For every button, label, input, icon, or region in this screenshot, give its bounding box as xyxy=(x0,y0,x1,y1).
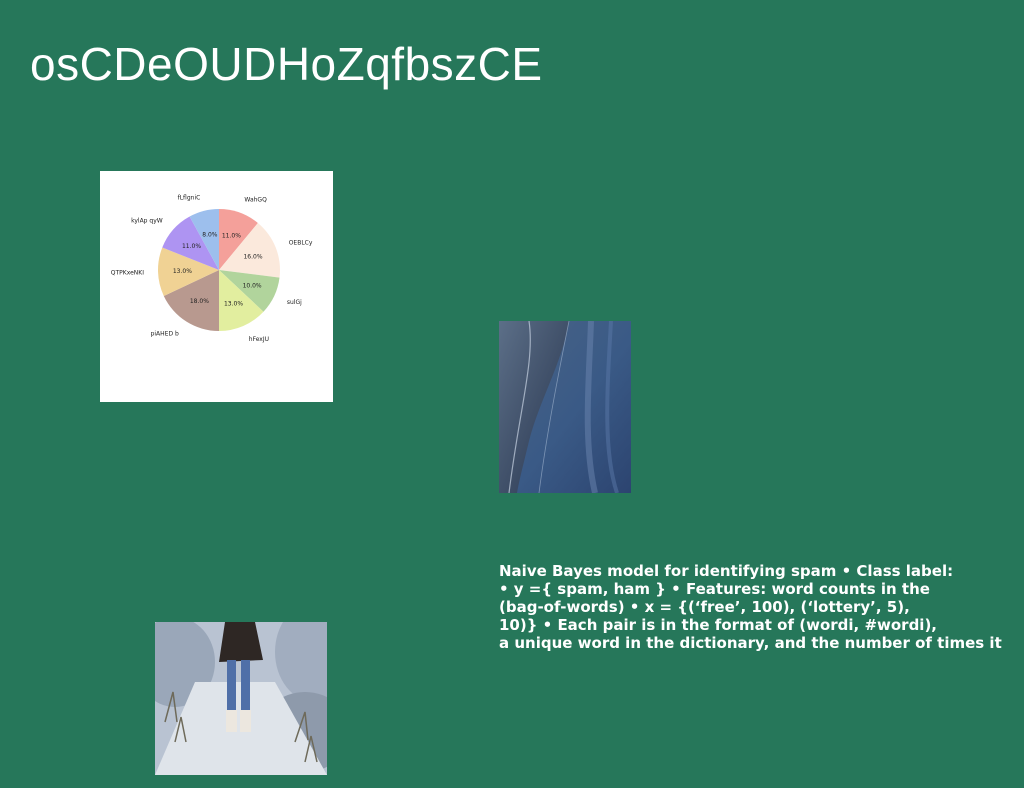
pie-category-label: hFexJU xyxy=(249,336,269,343)
pie-slice-percent-label: 13.0% xyxy=(224,301,243,308)
pie-slice-percent-label: 16.0% xyxy=(243,254,262,261)
pie-slice xyxy=(219,209,258,270)
pie-slice-percent-label: 18.0% xyxy=(190,298,209,305)
pie-category-label: sulGj xyxy=(287,299,302,306)
note-line: 10)} • Each pair is in the format of (wo… xyxy=(499,616,938,634)
person-on-path-photo xyxy=(155,622,327,775)
ocean-aerial-photo xyxy=(499,321,631,493)
naive-bayes-text: Naive Bayes model for identifying spam •… xyxy=(499,562,1024,652)
pie-slice-percent-label: 13.0% xyxy=(173,268,192,275)
pie-slice xyxy=(219,270,264,331)
note-line: a unique word in the dictionary, and the… xyxy=(499,634,1002,652)
pie-slice xyxy=(163,270,219,331)
pie-slice xyxy=(162,216,219,270)
pie-chart-svg: 11.0% WahGQ 16.0% OEBLCy 10.0% sulGj 13.0% hFex… xyxy=(111,194,313,343)
slide-title: osCDeOUDHoZqfbszCE xyxy=(30,38,543,90)
pie-slice xyxy=(219,223,281,278)
pie-slice xyxy=(219,270,280,312)
pie-slice xyxy=(189,209,219,270)
note-line: • y ={ spam, ham } • Features: word coun… xyxy=(499,580,930,598)
pie-category-label: fLflgniC xyxy=(178,194,201,201)
note-line: (bag-of-words) • x = {(‘free’, 100), (‘l… xyxy=(499,598,910,616)
pie-slice-percent-label: 11.0% xyxy=(182,243,201,250)
pie-slice-percent-label: 10.0% xyxy=(243,283,262,290)
pie-category-label: WahGQ xyxy=(244,196,267,203)
pie-category-label: piAHED b xyxy=(151,330,179,337)
pie-category-label: OEBLCy xyxy=(289,239,313,246)
pie-slice xyxy=(157,247,219,296)
pie-slice-percent-label: 11.0% xyxy=(222,233,241,240)
note-line: Naive Bayes model for identifying spam •… xyxy=(499,562,954,580)
pie-category-label: kylAp qyW xyxy=(131,217,163,224)
pie-slice-percent-label: 8.0% xyxy=(202,232,218,239)
pie-chart: 11.0% WahGQ 16.0% OEBLCy 10.0% sulGj 13.0% hFex… xyxy=(100,171,333,402)
pie-category-label: QTPKxeNKI xyxy=(111,269,144,276)
